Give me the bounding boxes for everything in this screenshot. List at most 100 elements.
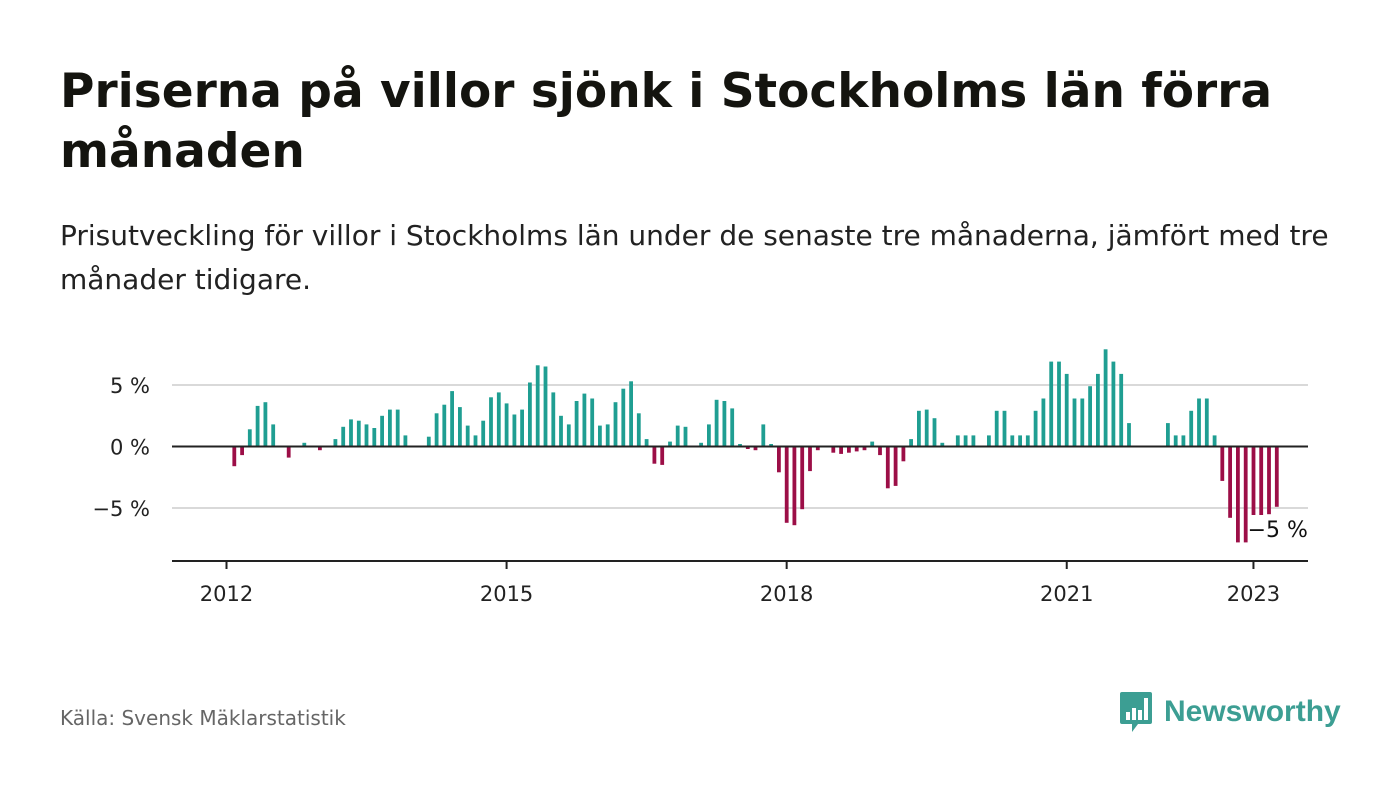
bar (885, 446, 890, 489)
bar (247, 429, 252, 447)
tick-labels: 5 % 0 % −5 % 2012 2015 2018 2021 2023 −5 % (92, 374, 1308, 606)
bar-chart: 5 % 0 % −5 % 2012 2015 2018 2021 2023 −5 % (92, 349, 1308, 606)
bar (784, 446, 789, 523)
bar (660, 446, 665, 465)
bar (1103, 349, 1108, 447)
bar (963, 435, 968, 447)
bar (1088, 386, 1092, 447)
bar (512, 414, 517, 447)
bar (559, 415, 563, 447)
bar (286, 446, 291, 458)
chart-subtitle: Prisutveckling för villor i Stockholms l… (60, 219, 1329, 296)
bar (800, 446, 805, 510)
grid-lines (172, 384, 1308, 509)
bar (909, 439, 913, 447)
x-tick-label: 2018 (760, 582, 813, 606)
bar (1057, 361, 1061, 447)
bar (458, 407, 462, 447)
bar (535, 365, 540, 447)
bar (1274, 446, 1279, 507)
bar (364, 424, 369, 447)
bar (862, 446, 867, 451)
bar (302, 442, 307, 447)
bar (1189, 410, 1194, 447)
bar (551, 392, 556, 447)
bar (644, 439, 649, 447)
bar (489, 397, 493, 447)
bar (675, 425, 680, 447)
bar (372, 428, 377, 447)
bar (924, 409, 929, 447)
bar (1010, 435, 1015, 447)
bar (1267, 446, 1271, 515)
bar (1080, 398, 1085, 447)
bar (465, 425, 470, 447)
bar (356, 420, 361, 447)
x-tick-label: 2015 (480, 582, 533, 606)
bar (1002, 410, 1007, 447)
bar (815, 446, 820, 451)
bar (707, 424, 711, 447)
bar (1041, 398, 1046, 447)
bar (769, 444, 773, 447)
bar (566, 424, 571, 447)
bar (940, 442, 945, 447)
bar (1251, 446, 1256, 542)
bar (870, 441, 875, 447)
bar (1119, 373, 1124, 447)
bar (738, 444, 742, 447)
bar (582, 393, 587, 447)
latest-value-annotation: −5 % (1248, 518, 1308, 543)
x-tick-label: 2023 (1227, 582, 1280, 606)
bar (722, 401, 727, 447)
bar (426, 436, 431, 447)
bar (994, 410, 999, 447)
bar (1173, 435, 1178, 447)
bar (1204, 398, 1209, 447)
chart-title: Priserna på villor sjönk i Stockholms lä… (60, 64, 1273, 179)
x-tick-label: 2021 (1040, 582, 1093, 606)
y-tick-label: −5 % (92, 497, 150, 521)
bar (878, 446, 882, 456)
bar (917, 410, 921, 447)
bar (1064, 373, 1069, 447)
bar (520, 409, 524, 447)
bar (496, 392, 501, 447)
bar (808, 446, 812, 472)
bar (1111, 361, 1116, 447)
bar (481, 420, 486, 447)
bar (792, 446, 797, 526)
bar (598, 425, 602, 447)
bar (388, 409, 392, 447)
bar (395, 409, 400, 447)
y-tick-label: 0 % (110, 436, 150, 460)
bar (714, 399, 719, 447)
bar (528, 382, 532, 447)
bar (1127, 423, 1131, 447)
bar (1212, 435, 1217, 447)
bar (668, 441, 672, 447)
bar (271, 424, 276, 447)
bar (847, 446, 851, 453)
bar (1049, 361, 1054, 447)
bar (761, 424, 766, 447)
bar (1243, 446, 1248, 543)
bar (777, 446, 781, 473)
bar (605, 424, 610, 447)
bar (442, 404, 447, 447)
bar (333, 439, 338, 447)
bar (893, 446, 898, 486)
bar (543, 366, 548, 447)
bar (839, 446, 843, 454)
bar (450, 391, 454, 447)
bar (341, 426, 346, 447)
bar (1220, 446, 1225, 481)
y-tick-label: 5 % (110, 374, 150, 398)
bar (730, 408, 735, 447)
bar (745, 446, 750, 449)
bar (854, 446, 859, 452)
bar (255, 405, 260, 447)
bar (652, 446, 657, 464)
bar (613, 402, 618, 447)
bar (590, 398, 595, 447)
